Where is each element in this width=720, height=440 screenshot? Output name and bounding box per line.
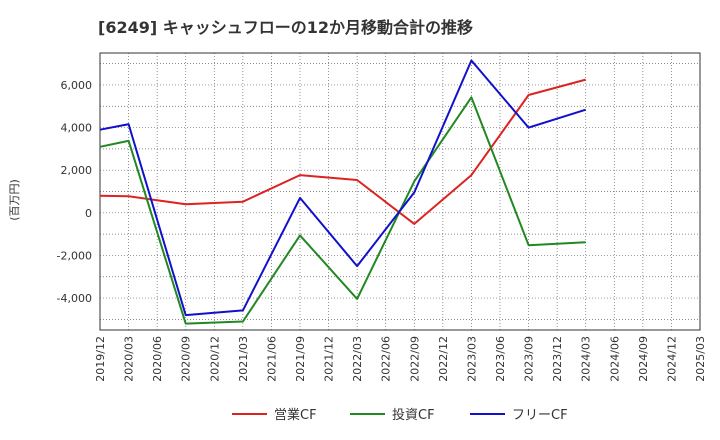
x-tick-label: 2021/12 bbox=[323, 336, 336, 382]
legend: 営業CF 投資CF フリーCF bbox=[232, 407, 568, 423]
y-tick-label: 6,000 bbox=[61, 79, 93, 92]
x-tick-label: 2021/06 bbox=[265, 336, 278, 382]
x-tick-label: 2020/06 bbox=[151, 336, 164, 382]
axes: -4,000 -2,000 0 2,000 4,000 6,000 2019/12 2020/… bbox=[8, 52, 707, 382]
x-tick-label: 2022/12 bbox=[437, 336, 450, 382]
x-tick-label: 2024/09 bbox=[637, 336, 650, 382]
y-tick-label: 0 bbox=[85, 207, 92, 220]
y-tick-label: 4,000 bbox=[61, 122, 93, 135]
grid bbox=[99, 53, 701, 330]
x-tick-label: 2022/06 bbox=[380, 336, 393, 382]
x-tick-label: 2020/09 bbox=[180, 336, 193, 382]
x-tick-label: 2020/03 bbox=[123, 336, 136, 382]
x-tick-label: 2023/06 bbox=[494, 336, 507, 382]
y-tick-label: -2,000 bbox=[57, 249, 92, 262]
x-tick-label: 2023/09 bbox=[523, 336, 536, 382]
chart-title: [6249] キャッシュフローの12か月移動合計の推移 bbox=[98, 18, 473, 37]
x-tick-label: 2020/12 bbox=[208, 336, 221, 382]
series-line-2 bbox=[99, 96, 586, 325]
x-tick-label: 2024/06 bbox=[608, 336, 621, 382]
x-tick-label: 2023/12 bbox=[551, 336, 564, 382]
x-tick-label: 2021/03 bbox=[237, 336, 250, 382]
series-lines bbox=[99, 59, 586, 325]
x-tick-label: 2024/12 bbox=[665, 336, 678, 382]
x-tick-label: 2022/03 bbox=[351, 336, 364, 382]
legend-label: 営業CF bbox=[274, 407, 317, 423]
x-tick-label: 2021/09 bbox=[294, 336, 307, 382]
plot-frame bbox=[99, 52, 701, 331]
legend-label: 投資CF bbox=[392, 407, 435, 423]
x-tick-label: 2025/03 bbox=[694, 336, 707, 382]
series-line-3 bbox=[99, 59, 586, 317]
x-tick-label: 2023/03 bbox=[465, 336, 478, 382]
x-tick-label: 2019/12 bbox=[94, 336, 107, 382]
y-tick-label: 2,000 bbox=[61, 164, 93, 177]
x-tick-label: 2024/03 bbox=[580, 336, 593, 382]
x-tick-label: 2022/09 bbox=[408, 336, 421, 382]
legend-label: フリーCF bbox=[512, 408, 568, 423]
y-tick-label: -4,000 bbox=[57, 292, 92, 305]
series-line-1 bbox=[99, 78, 586, 225]
y-axis-label: (百万円) bbox=[8, 179, 21, 221]
